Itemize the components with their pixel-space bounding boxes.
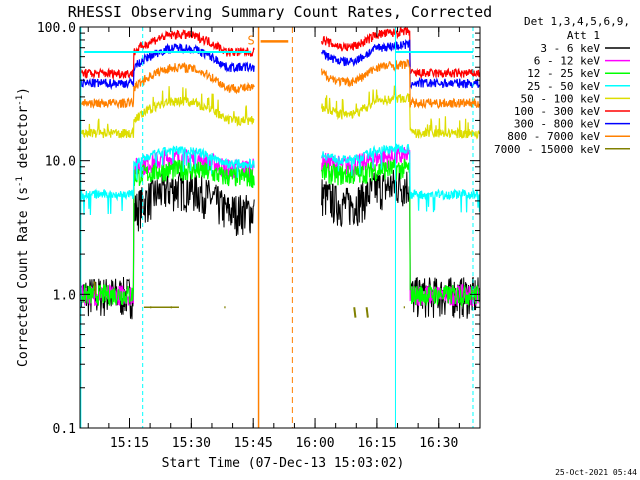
series-line-6-segment-2	[321, 25, 481, 80]
chart-title: RHESSI Observing Summary Count Rates, Co…	[68, 3, 492, 21]
legend-entry-label: 800 - 7000 keV	[507, 130, 600, 143]
legend-entry-label: 100 - 300 keV	[514, 105, 600, 118]
x-tick-label: 16:00	[295, 436, 334, 451]
y-axis-label: Corrected Count Rate (s-1 detector-1)	[15, 87, 31, 367]
legend-header-line-2: Att 1	[567, 29, 600, 42]
series-line-3-segment-2	[321, 158, 481, 308]
axes: 0.1 1.0 10.0 100.0 15:15 15:30 15:45 16:00 16:15…	[37, 21, 481, 451]
legend-entry-label: 25 - 50 keV	[527, 80, 600, 93]
legend-entry-label: 12 - 25 keV	[527, 67, 600, 80]
series-line-8-segment-1	[79, 61, 255, 110]
series-line-3-segment-1	[79, 159, 255, 306]
legend-entry-label: 3 - 6 keV	[540, 42, 600, 55]
series-line-5-segment-1	[79, 86, 255, 139]
series-line-6-segment-1	[79, 29, 255, 81]
x-tick-label: 16:30	[419, 436, 458, 451]
series-line-7-segment-1	[79, 42, 255, 91]
y-tick-label: 100.0	[37, 21, 76, 36]
plot-frame	[79, 26, 481, 429]
series-line-4-segment-2	[321, 143, 481, 213]
legend-header-line-1: Det 1,3,4,5,6,9,	[524, 15, 630, 28]
series-line-4-segment-1	[79, 145, 255, 216]
x-tick-label: 15:45	[234, 436, 273, 451]
series-mark-7000-15000-keV	[353, 307, 357, 318]
saa-label: S	[248, 33, 255, 47]
x-axis-label: Start Time (07-Dec-13 15:03:02)	[162, 456, 405, 471]
legend-entry-label: 7000 - 15000 keV	[494, 143, 600, 156]
legend-entry-label: 6 - 12 keV	[534, 55, 601, 68]
series-line-8-segment-2	[321, 58, 480, 110]
series-line-7-segment-2	[321, 38, 481, 90]
series-mark-7000-15000-keV	[93, 281, 97, 295]
series-line-5-segment-2	[321, 85, 481, 140]
series-mark-7000-15000-keV	[365, 307, 369, 318]
chart-timestamp: 25-Oct-2021 05:44	[555, 468, 637, 477]
x-tick-label: 15:15	[110, 436, 149, 451]
y-tick-label: 1.0	[53, 288, 76, 303]
y-tick-label: 10.0	[45, 155, 76, 170]
plot-area: S	[79, 25, 481, 428]
legend-entry-label: 50 - 100 keV	[521, 92, 601, 105]
x-tick-label: 15:30	[172, 436, 211, 451]
x-tick-label: 16:15	[357, 436, 396, 451]
legend-entry-label: 300 - 800 keV	[514, 118, 600, 131]
y-tick-label: 0.1	[53, 422, 76, 437]
